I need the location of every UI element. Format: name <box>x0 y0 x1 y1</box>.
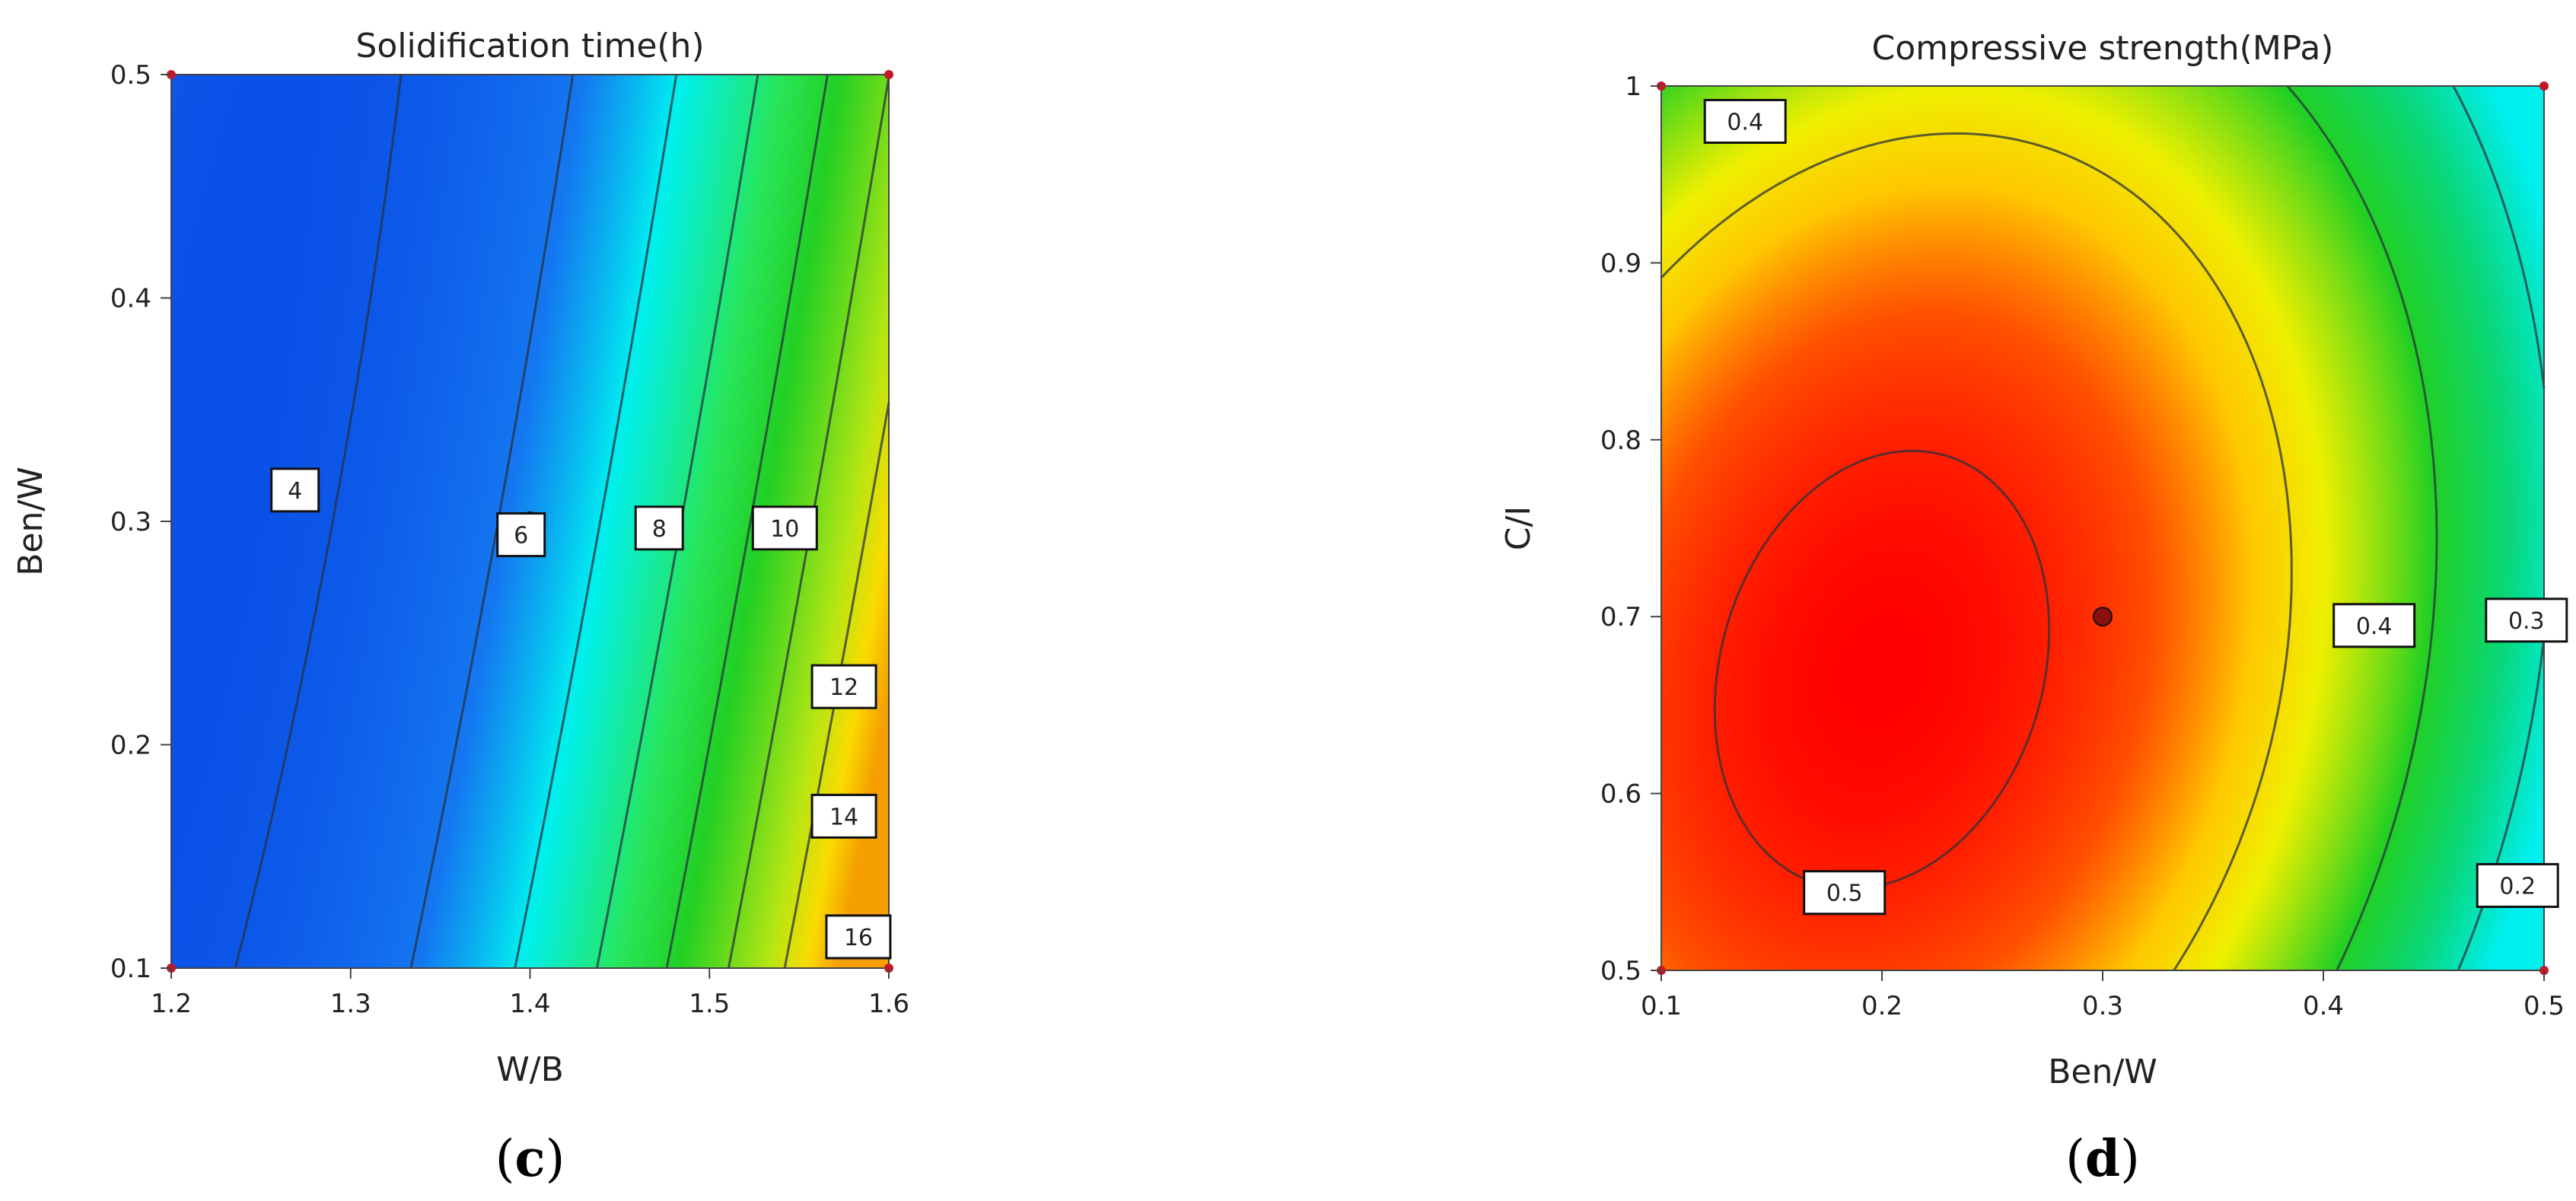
contour-label-box <box>1803 870 1887 916</box>
contour-label: 16 <box>844 925 873 951</box>
contour-label: 0.4 <box>2356 613 2393 640</box>
x-tick-label: 1.2 <box>151 989 192 1019</box>
panel-label: (c) <box>495 1129 565 1188</box>
contour-line-4 <box>234 74 403 969</box>
x-tick-label: 0.4 <box>2303 991 2344 1021</box>
contour-line-14 <box>727 76 890 969</box>
contour-label: 0.2 <box>2499 873 2536 900</box>
contour-label: 14 <box>829 804 858 830</box>
contour-label-box <box>825 914 892 960</box>
x-axis-label: Ben/W <box>2048 1053 2157 1091</box>
x-tick-label: 0.1 <box>1641 991 1682 1021</box>
contour-line-0.4 <box>1660 132 2293 971</box>
contour-label: 12 <box>829 674 858 701</box>
contour-label: 8 <box>652 516 667 543</box>
contour-line-10 <box>595 74 759 969</box>
y-tick-label: 1 <box>1625 72 1641 102</box>
y-tick-label: 0.5 <box>1600 956 1641 986</box>
contour-line-8 <box>514 74 678 969</box>
x-tick-label: 1.3 <box>330 989 371 1019</box>
contour-label-box <box>810 664 877 709</box>
y-tick-label: 0.6 <box>1600 779 1641 810</box>
x-tick-label: 0.3 <box>2082 991 2123 1021</box>
contour-line-12 <box>665 74 829 969</box>
y-tick-label: 0.1 <box>110 954 151 984</box>
contour-label-box <box>1703 98 1787 144</box>
contour-line-6 <box>409 74 575 969</box>
y-tick-label: 0.3 <box>110 507 151 537</box>
center-design-point <box>2093 607 2113 627</box>
corner-design-point <box>884 70 893 79</box>
x-axis-label: W/B <box>496 1050 564 1089</box>
contour-label-box <box>2476 862 2559 908</box>
contour-label-box <box>2332 603 2416 648</box>
chart-panel-d: 0.4 0.4 0.3 0.5 0.2 0.1 0.2 0.3 0.4 0.5 0.5 0.6 0.7 0… <box>1499 29 2568 1188</box>
contour-label: 0.5 <box>1826 881 1863 907</box>
x-tick-label: 1.6 <box>868 989 909 1019</box>
x-tick-label: 1.4 <box>509 989 550 1019</box>
contour-label-box <box>2485 597 2568 643</box>
chart-panel-c: 4 6 8 10 12 14 16 1.2 1.3 1.4 1.5 1.6 0.1 0.2 0.3 0.4 0.… <box>11 27 909 1188</box>
chart-title: Compressive strength(MPa) <box>1872 29 2334 68</box>
x-tick-label: 1.5 <box>689 989 730 1019</box>
x-tick-label: 0.5 <box>2523 991 2565 1021</box>
heatmap-surface <box>1661 86 2544 970</box>
y-tick-label: 0.4 <box>110 284 151 314</box>
contour-label: 6 <box>514 523 528 550</box>
y-axis-label: Ben/W <box>11 467 50 575</box>
contour-label: 0.3 <box>2508 608 2545 635</box>
chart-title: Solidification time(h) <box>355 27 704 65</box>
x-tick-label: 0.2 <box>1861 991 1903 1021</box>
contour-label: 0.4 <box>1727 109 1763 135</box>
y-tick-label: 0.7 <box>1600 602 1641 632</box>
contour-label-box <box>810 793 877 839</box>
y-tick-label: 0.9 <box>1600 248 1641 279</box>
contour-label-box <box>751 505 818 551</box>
contour-label-box <box>496 512 546 558</box>
y-axis-label: C/I <box>1499 506 1538 551</box>
contour-label-box <box>634 505 684 551</box>
contour-label-box <box>270 467 320 513</box>
y-tick-label: 0.8 <box>1600 425 1641 456</box>
corner-design-point <box>2539 81 2549 91</box>
panel-label: (d) <box>2065 1129 2140 1188</box>
contour-label: 4 <box>288 478 302 505</box>
y-tick-label: 0.2 <box>110 731 151 761</box>
contour-label: 10 <box>770 516 799 543</box>
y-tick-label: 0.5 <box>110 60 151 91</box>
contour-line-0.3 <box>2286 85 2438 971</box>
